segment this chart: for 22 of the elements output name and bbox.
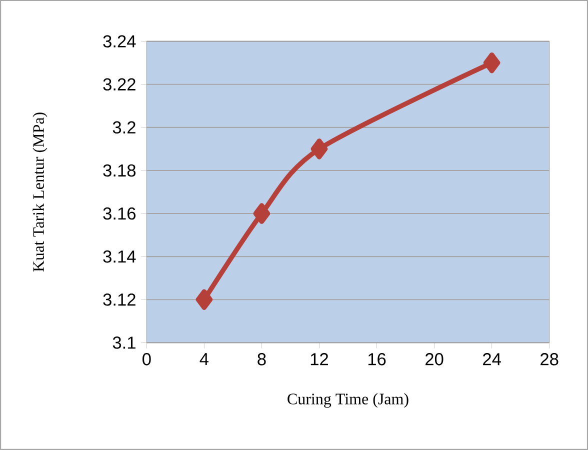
point xyxy=(483,52,500,74)
x-tick-label: 28 xyxy=(540,353,558,366)
x-tick-label: 0 xyxy=(142,353,151,366)
x-tick-label: 16 xyxy=(368,353,386,366)
x-tick-label: 20 xyxy=(426,353,444,366)
point xyxy=(310,138,328,160)
y-tick-label: 3.22 xyxy=(103,78,136,91)
y-tick-label: 3.18 xyxy=(103,164,136,177)
y-tick-label: 3.1 xyxy=(112,336,136,349)
x-tick-label: 8 xyxy=(258,353,266,366)
x-tick-label: 24 xyxy=(483,353,501,366)
y-tick-label: 3.12 xyxy=(103,293,136,306)
y-tick-label: 3.16 xyxy=(103,207,136,220)
point xyxy=(253,203,270,224)
y-tick-label: 3.2 xyxy=(112,121,136,134)
x-tick-label: 4 xyxy=(200,353,209,365)
y-tick-label: 3.14 xyxy=(103,250,136,263)
x-tick-label: 12 xyxy=(310,353,328,366)
y-axis-title: Kuat Tarik Lentur (MPa) xyxy=(32,112,48,272)
y-tick-label: 3.24 xyxy=(103,35,136,48)
x-axis-title: Curing Time (Jam) xyxy=(288,393,408,408)
point xyxy=(196,289,213,310)
